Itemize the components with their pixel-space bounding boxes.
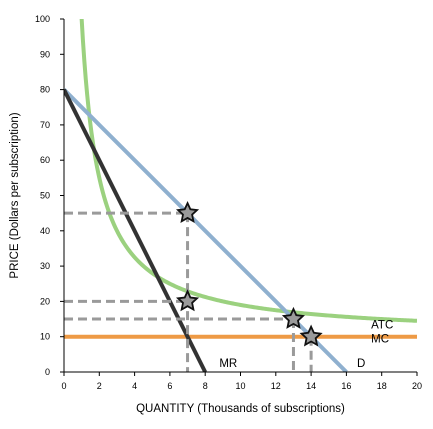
series-atc-line — [79, 19, 417, 323]
point-marker — [175, 289, 200, 312]
point-markers — [175, 200, 323, 347]
guide-lines — [64, 211, 313, 372]
curve-label-mc: MC — [371, 333, 389, 345]
x-tick-label: 18 — [377, 381, 387, 391]
y-tick-label: 20 — [40, 296, 50, 306]
curve-label-mr: MR — [219, 358, 237, 370]
y-tick-label: 80 — [40, 85, 50, 95]
x-tick-label: 16 — [341, 381, 351, 391]
y-tick-label: 40 — [40, 226, 50, 236]
curve-label-atc: ATC — [371, 319, 393, 331]
y-tick-label: 30 — [40, 261, 50, 271]
x-tick-label: 14 — [306, 381, 316, 391]
point-marker — [299, 324, 323, 347]
y-tick-label: 0 — [45, 367, 50, 377]
x-tick-label: 4 — [132, 381, 137, 391]
x-tick-label: 12 — [271, 381, 281, 391]
x-tick-label: 0 — [61, 381, 66, 391]
point-marker — [281, 306, 306, 329]
y-tick-label: 100 — [35, 14, 50, 24]
x-tick-label: 2 — [97, 381, 102, 391]
y-tick-label: 90 — [40, 49, 50, 59]
x-tick-label: 20 — [412, 381, 422, 391]
y-tick-label: 60 — [40, 155, 50, 165]
plot-area — [64, 19, 417, 372]
series-mr-line — [64, 88, 207, 372]
y-tick-label: 10 — [40, 332, 50, 342]
x-tick-label: 8 — [203, 381, 208, 391]
x-tick-label: 6 — [167, 381, 172, 391]
curve-labels: ATC MC MR D — [219, 319, 393, 369]
point-marker — [175, 200, 200, 223]
y-tick-label: 50 — [40, 191, 50, 201]
axes: 0 2 4 6 8 10 12 14 16 18 20 0 10 20 30 40 50 60 70 80 90 100 — [35, 14, 422, 391]
plot-background — [64, 19, 417, 372]
curve-label-d: D — [357, 358, 365, 370]
x-tick-label: 10 — [235, 381, 245, 391]
y-tick-label: 70 — [40, 120, 50, 130]
y-axis-title: PRICE (Dollars per subscription) — [9, 112, 21, 278]
x-axis-title: QUANTITY (Thousands of subscriptions) — [136, 403, 345, 415]
